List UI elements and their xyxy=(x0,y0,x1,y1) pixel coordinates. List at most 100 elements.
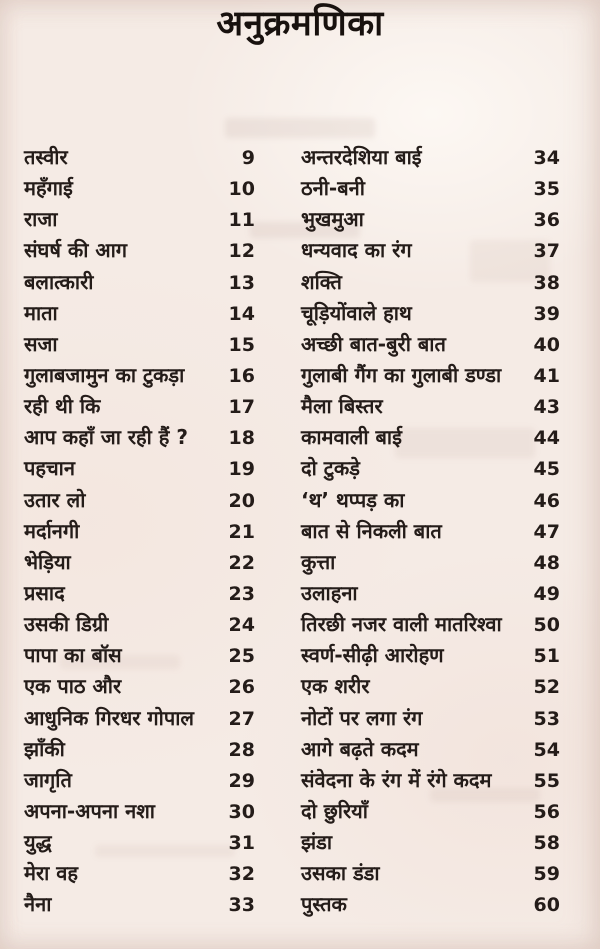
toc-entry-page-number: 56 xyxy=(533,800,560,823)
toc-entry-page-number: 34 xyxy=(533,147,560,169)
toc-row: पहचान 19 xyxy=(24,454,255,485)
toc-entry-title: पापा का बॉस xyxy=(24,643,122,668)
toc-row: गुलाबजामुन का टुकड़ा 16 xyxy=(24,361,255,392)
toc-entry-title: उतार लो xyxy=(24,487,86,512)
toc-entry-page-number: 54 xyxy=(533,738,560,761)
toc-row: मेरा वह 32 xyxy=(24,859,255,890)
toc-row: भेड़िया 22 xyxy=(24,548,255,579)
toc-entry-title: संघर्ष की आग xyxy=(24,238,128,263)
toc-entry-page-number: 49 xyxy=(533,582,560,605)
toc-entry-page-number: 38 xyxy=(533,271,560,294)
toc-column-left: तस्वीर 9 महँगाई 10 राजा 11 संघर्ष की आग 12 बलात्… xyxy=(24,143,255,922)
toc-row: जागृति 29 xyxy=(24,766,255,797)
toc-entry-page-number: 44 xyxy=(533,427,560,450)
toc-entry-title: गुलाबजामुन का टुकड़ा xyxy=(24,362,185,387)
toc-entry-page-number: 22 xyxy=(228,551,255,574)
toc-entry-page-number: 52 xyxy=(533,676,560,699)
toc-entry-page-number: 37 xyxy=(533,240,560,263)
toc-entry-page-number: 39 xyxy=(533,302,560,325)
toc-entry-title: माता xyxy=(24,300,58,325)
toc-row: झाँकी 28 xyxy=(24,735,255,766)
toc-entry-title: मेरा वह xyxy=(24,861,79,886)
toc-entry-title: तिरछी नजर वाली मातरिश्वा xyxy=(301,612,502,637)
toc-entry-title: सजा xyxy=(24,331,58,356)
bleed-through-artifact xyxy=(225,118,375,138)
toc-entry-page-number: 16 xyxy=(228,364,255,387)
toc-row: उसकी डिग्री 24 xyxy=(24,610,255,641)
toc-row: अन्तरदेशिया बाई 34 xyxy=(301,143,560,174)
toc-entry-title: रही थी कि xyxy=(24,394,101,419)
toc-entry-page-number: 33 xyxy=(228,894,255,917)
toc-row: राजा 11 xyxy=(24,205,255,236)
toc-entry-page-number: 24 xyxy=(228,614,255,637)
toc-entry-page-number: 31 xyxy=(228,832,255,855)
toc-entry-title: तस्वीर xyxy=(24,145,68,169)
toc-row: उसका डंडा 59 xyxy=(301,859,560,890)
toc-row: आप कहाँ जा रही हैं ? 18 xyxy=(24,423,255,454)
toc-entry-title: कामवाली बाई xyxy=(301,425,402,450)
toc-entry-title: मर्दानगी xyxy=(24,518,80,543)
toc-row: गुलाबी गैंग का गुलाबी डण्डा 41 xyxy=(301,361,560,392)
toc-entry-page-number: 19 xyxy=(228,458,255,481)
toc-entry-page-number: 14 xyxy=(228,302,255,325)
toc-entry-title: एक शरीर xyxy=(301,674,370,699)
toc-entry-title: गुलाबी गैंग का गुलाबी डण्डा xyxy=(301,362,502,387)
toc-entry-page-number: 47 xyxy=(533,520,560,543)
toc-row: नैना 33 xyxy=(24,890,255,921)
toc-entry-title: जागृति xyxy=(24,767,72,792)
toc-entry-page-number: 20 xyxy=(228,489,255,512)
toc-entry-title: भेड़िया xyxy=(24,549,71,574)
toc-entry-title: नैना xyxy=(24,892,52,917)
toc-row: तिरछी नजर वाली मातरिश्वा 50 xyxy=(301,610,560,641)
toc-entry-title: उलाहना xyxy=(301,580,358,605)
toc-entry-page-number: 59 xyxy=(533,863,560,886)
toc-entry-title: दो छुरियाँ xyxy=(301,798,368,823)
toc-entry-page-number: 58 xyxy=(533,832,560,855)
toc-row: आधुनिक गिरधर गोपाल 27 xyxy=(24,704,255,735)
toc-row: रही थी कि 17 xyxy=(24,392,255,423)
toc-entry-page-number: 55 xyxy=(533,769,560,792)
toc-row: नोटों पर लगा रंग 53 xyxy=(301,704,560,735)
toc-row: कामवाली बाई 44 xyxy=(301,423,560,454)
toc-entry-title: मैला बिस्तर xyxy=(301,394,383,419)
toc-entry-page-number: 41 xyxy=(533,364,560,387)
toc-entry-title: आधुनिक गिरधर गोपाल xyxy=(24,705,194,730)
toc-entry-page-number: 50 xyxy=(533,614,560,637)
toc-row: मैला बिस्तर 43 xyxy=(301,392,560,423)
toc-entry-title: राजा xyxy=(24,207,58,232)
toc-entry-title: पहचान xyxy=(24,456,75,481)
toc-row: ‘थ’ थप्पड़ का 46 xyxy=(301,486,560,517)
toc-row: अपना-अपना नशा 30 xyxy=(24,797,255,828)
toc-entry-page-number: 28 xyxy=(228,738,255,761)
toc-entry-page-number: 26 xyxy=(228,676,255,699)
toc-entry-page-number: 46 xyxy=(533,489,560,512)
toc-entry-page-number: 51 xyxy=(533,645,560,668)
toc-entry-title: धन्यवाद का रंग xyxy=(301,238,412,263)
toc-entry-page-number: 25 xyxy=(228,645,255,668)
toc-row: शक्ति 38 xyxy=(301,268,560,299)
toc-entry-title: नोटों पर लगा रंग xyxy=(301,705,423,730)
toc-entry-title: एक पाठ और xyxy=(24,674,122,699)
toc-entry-page-number: 35 xyxy=(533,178,560,201)
toc-row: अच्छी बात-बुरी बात 40 xyxy=(301,330,560,361)
toc-entry-page-number: 43 xyxy=(533,396,560,419)
toc-row: झंडा 58 xyxy=(301,828,560,859)
toc-entry-title: युद्ध xyxy=(24,830,52,855)
toc-entry-title: दो टुकड़े xyxy=(301,456,360,481)
toc-entry-page-number: 15 xyxy=(228,333,255,356)
toc-row: बात से निकली बात 47 xyxy=(301,517,560,548)
toc-row: स्वर्ण-सीढ़ी आरोहण 51 xyxy=(301,641,560,672)
toc-entry-title: शक्ति xyxy=(301,269,342,294)
toc-column-right: अन्तरदेशिया बाई 34 ठनी-बनी 35 भुखमुआ 36 धन्यवा… xyxy=(301,143,560,922)
toc-entry-title: अपना-अपना नशा xyxy=(24,798,155,823)
toc-entry-page-number: 10 xyxy=(228,178,255,201)
toc-row: बलात्कारी 13 xyxy=(24,268,255,299)
toc-row: उतार लो 20 xyxy=(24,486,255,517)
toc-entry-page-number: 18 xyxy=(228,427,255,450)
toc-row: मर्दानगी 21 xyxy=(24,517,255,548)
toc-entry-page-number: 11 xyxy=(228,209,255,232)
toc-entry-title: अच्छी बात-बुरी बात xyxy=(301,331,446,356)
toc-row: माता 14 xyxy=(24,299,255,330)
toc-entry-title: अन्तरदेशिया बाई xyxy=(301,145,422,169)
